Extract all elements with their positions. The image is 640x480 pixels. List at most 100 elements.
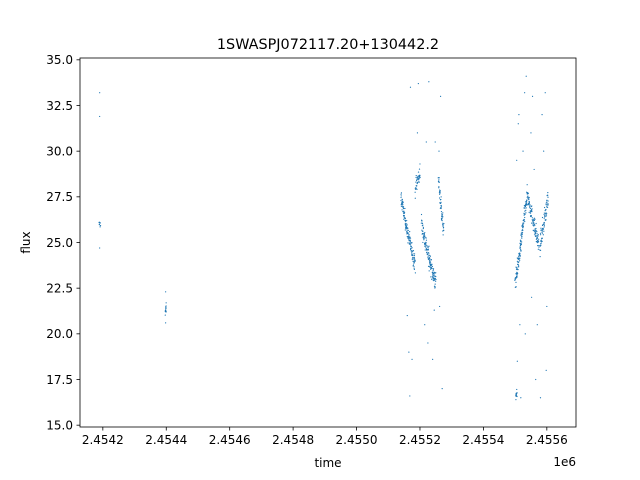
data-point <box>415 174 417 177</box>
data-point <box>522 150 524 152</box>
data-point <box>425 237 427 239</box>
data-point <box>529 204 531 206</box>
data-point <box>434 141 436 143</box>
data-point <box>531 209 533 211</box>
data-point <box>527 196 529 198</box>
data-point <box>440 201 442 203</box>
y-tick-label: 17.5 <box>46 373 73 387</box>
data-point <box>517 123 519 125</box>
data-point <box>438 197 441 199</box>
data-point <box>417 175 419 177</box>
data-point <box>411 247 413 249</box>
data-point <box>440 206 443 208</box>
data-point <box>526 191 528 193</box>
data-point <box>441 214 443 217</box>
data-point <box>518 261 520 263</box>
data-point <box>539 249 542 251</box>
data-point <box>431 271 433 273</box>
data-point <box>425 244 427 246</box>
data-point <box>543 213 545 216</box>
data-point <box>434 283 436 285</box>
data-point <box>537 241 540 243</box>
data-point <box>538 245 540 247</box>
data-point <box>404 223 407 225</box>
data-point <box>531 205 533 207</box>
data-point <box>418 178 420 180</box>
data-point <box>547 203 549 205</box>
data-point <box>431 263 433 265</box>
data-point <box>442 216 444 218</box>
data-point <box>519 324 521 326</box>
data-point <box>418 179 420 181</box>
data-point <box>412 250 415 252</box>
data-point <box>516 360 518 362</box>
data-point <box>410 248 412 250</box>
data-point <box>409 236 411 238</box>
data-point <box>521 233 523 235</box>
data-point <box>433 271 435 273</box>
data-point <box>438 187 440 189</box>
y-tick-label: 35.0 <box>46 53 73 67</box>
data-point <box>535 227 537 230</box>
data-point <box>412 253 414 255</box>
data-point <box>414 191 416 193</box>
data-point <box>537 235 539 237</box>
y-tick-label: 32.5 <box>46 99 73 113</box>
data-point <box>524 216 526 219</box>
data-point <box>531 296 533 298</box>
data-point <box>428 255 430 257</box>
data-point <box>536 238 539 240</box>
data-point <box>410 246 412 248</box>
data-point <box>405 221 407 223</box>
data-point <box>520 249 522 252</box>
data-point <box>535 238 538 240</box>
data-point <box>536 231 538 233</box>
data-point <box>432 358 434 361</box>
data-point <box>518 114 520 116</box>
data-point <box>440 207 442 210</box>
data-point <box>533 168 535 171</box>
data-point <box>405 223 408 225</box>
data-point <box>411 242 413 244</box>
data-point <box>432 268 435 270</box>
data-point <box>428 253 430 255</box>
data-point <box>401 200 404 202</box>
data-point <box>526 184 528 186</box>
x-axis-offset-label: 1e6 <box>553 455 576 469</box>
data-point <box>533 230 535 233</box>
data-point <box>413 261 415 263</box>
data-point <box>521 232 524 234</box>
data-point <box>540 244 542 246</box>
data-point <box>442 212 444 214</box>
data-point <box>520 234 522 236</box>
data-point <box>528 211 530 213</box>
data-point <box>440 202 442 205</box>
data-point <box>547 196 549 198</box>
data-point <box>440 204 442 207</box>
data-point <box>519 253 521 255</box>
data-point <box>99 226 101 228</box>
data-point <box>544 212 546 215</box>
data-point <box>419 174 421 176</box>
data-point <box>406 224 408 226</box>
data-point <box>428 81 430 83</box>
data-point <box>528 197 530 199</box>
data-point <box>424 249 426 251</box>
data-point <box>418 177 420 179</box>
data-point <box>413 266 415 268</box>
data-point <box>531 208 533 210</box>
data-point <box>422 230 424 232</box>
data-point <box>419 176 421 179</box>
data-point <box>527 191 529 194</box>
data-point <box>421 232 424 235</box>
data-point <box>99 115 101 118</box>
data-point <box>417 82 419 85</box>
data-point <box>543 225 545 227</box>
data-point <box>425 241 427 243</box>
data-point <box>517 256 520 258</box>
data-point <box>539 245 541 247</box>
data-point <box>99 92 101 94</box>
data-point <box>427 247 429 249</box>
data-point <box>407 229 409 232</box>
data-point <box>422 227 424 230</box>
